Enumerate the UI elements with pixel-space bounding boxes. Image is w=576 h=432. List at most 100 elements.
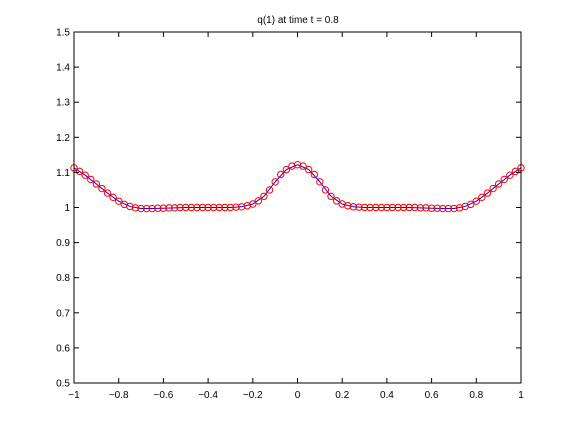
series-1-point <box>271 178 279 186</box>
y-tick-label: 0.7 <box>56 308 70 319</box>
series-1-point <box>344 202 352 210</box>
series-1-point <box>293 160 302 169</box>
series-1-point <box>422 204 430 212</box>
series-1-point <box>372 203 380 212</box>
series-1-point <box>176 203 184 212</box>
series-1-point <box>282 165 291 174</box>
series-1-point <box>394 203 402 212</box>
series-1-point <box>277 170 285 179</box>
x-tick-label: 0.4 <box>380 390 394 401</box>
tick-labels: −1 −0.8 −0.6 −0.4 −0.2 0 0.2 0.4 0.6 0.8 1 0.5 0.6 0.… <box>56 28 524 402</box>
series-1-point <box>75 167 84 176</box>
series-1-point <box>215 203 223 212</box>
x-tick-label: 1 <box>518 390 524 401</box>
series-1-point <box>288 162 296 170</box>
series-1-point <box>299 162 307 170</box>
series-1-point <box>366 203 374 212</box>
series-1-point <box>249 200 257 208</box>
series-1-point <box>265 186 274 194</box>
y-tick-label: 0.5 <box>56 379 70 390</box>
series-1-point <box>411 203 419 212</box>
series-1-point <box>494 180 503 188</box>
y-tick-label: 1.5 <box>56 28 70 39</box>
series-1-point <box>444 204 453 213</box>
series-1-point <box>221 203 229 212</box>
series-1-point <box>131 204 140 212</box>
series-1-point <box>489 184 497 193</box>
y-tick-label: 1.3 <box>56 98 70 109</box>
series-1-point <box>427 204 436 212</box>
series-1-point <box>511 167 520 176</box>
series-1-point <box>126 202 134 211</box>
x-tick-label: −1 <box>68 390 80 401</box>
series-1-point <box>383 203 391 212</box>
series-1-point <box>360 203 369 212</box>
series-1-point <box>349 203 358 211</box>
series-1-point <box>115 197 123 205</box>
series-1-point <box>209 203 218 212</box>
series-1-point <box>154 204 162 212</box>
series-1-point <box>439 204 447 213</box>
x-tick-label: −0.2 <box>243 390 263 401</box>
series-1-point <box>182 203 190 212</box>
plot-area-frame <box>73 31 522 384</box>
chart-title: q(1) at time t = 0.8 <box>257 15 339 26</box>
x-tick-label: 0.8 <box>469 390 483 401</box>
series-1-point <box>193 203 201 212</box>
series-1-point <box>142 204 151 213</box>
y-tick-label: 0.8 <box>56 273 70 284</box>
x-tick-label: −0.8 <box>109 390 129 401</box>
x-tick-label: −0.6 <box>154 390 174 401</box>
series-1-point <box>500 175 508 184</box>
y-tick-label: 0.9 <box>56 238 70 249</box>
series-1-point <box>204 203 212 212</box>
axis-ticks <box>73 31 522 384</box>
plot-series <box>70 160 525 213</box>
series-1-point <box>98 184 106 193</box>
series-1-point <box>478 193 486 202</box>
series-1-point <box>170 204 179 212</box>
series-1-point <box>103 189 112 197</box>
series-1-point <box>137 204 145 213</box>
series-1-point <box>467 200 475 209</box>
series-1-point <box>455 204 464 212</box>
series-1-point <box>506 171 514 179</box>
series-1-point <box>483 189 492 197</box>
y-tick-label: 1 <box>64 203 70 214</box>
series-1-point <box>332 197 341 205</box>
series-1-point <box>388 203 397 212</box>
x-tick-label: 0.6 <box>425 390 439 401</box>
series-1-point <box>377 203 386 212</box>
series-1-point <box>254 197 263 205</box>
series-1-point <box>187 203 196 212</box>
series-1-point <box>198 203 207 212</box>
x-tick-label: −0.4 <box>198 390 218 401</box>
series-1-point <box>165 204 173 212</box>
series-1-point <box>450 204 458 213</box>
x-tick-label: 0 <box>295 390 301 401</box>
x-tick-label: 0.2 <box>335 390 349 401</box>
series-1-point <box>310 170 318 179</box>
series-1-point <box>405 203 413 212</box>
series-1-point <box>304 165 313 174</box>
series-1-point <box>81 171 89 179</box>
series-1-point <box>472 197 480 205</box>
y-tick-label: 1.4 <box>56 63 70 74</box>
series-1-point <box>87 175 95 184</box>
series-1-point <box>260 192 268 200</box>
series-1-point <box>416 204 425 212</box>
series-1-point <box>433 204 441 212</box>
series-1-point <box>159 204 168 212</box>
series-1-point <box>355 203 363 211</box>
series-1-point <box>327 192 335 200</box>
series-1-point <box>109 193 117 202</box>
series-0-line <box>73 164 522 210</box>
series-1-point <box>237 203 246 211</box>
series-1-point <box>148 204 156 213</box>
y-tick-label: 1.2 <box>56 133 70 144</box>
series-1-point <box>316 178 324 186</box>
series-1-point <box>232 203 240 211</box>
series-1-point <box>92 180 101 188</box>
